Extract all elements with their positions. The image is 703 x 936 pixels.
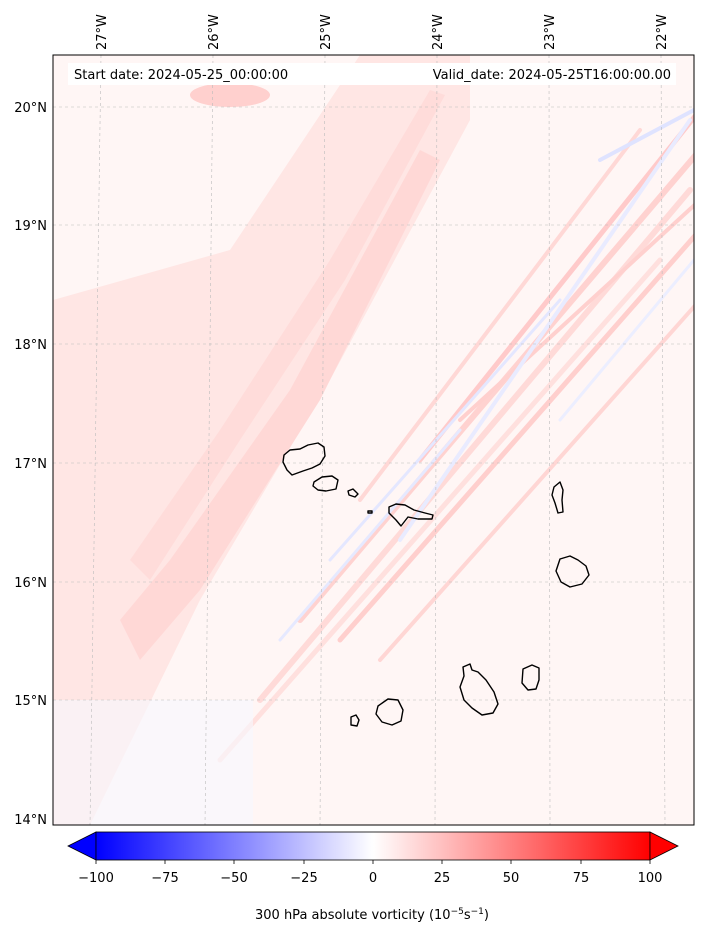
lon-label-26w: 26°W [207, 14, 222, 50]
lat-label-15n: 15°N [14, 694, 47, 709]
colorbar: −100 −75 −50 −25 0 25 50 75 100 300 hPa … [67, 831, 679, 923]
island-maio [521, 664, 540, 691]
lon-label-23w: 23°W [543, 14, 558, 50]
cb-tick-label: −50 [220, 871, 247, 886]
island-fogo [375, 698, 404, 726]
lat-label-16n: 16°N [14, 576, 47, 591]
island-santo-antao [282, 442, 326, 476]
colorbar-max-extend [649, 831, 679, 861]
island-sao-vicente [312, 475, 339, 492]
cb-tick-label: −100 [78, 871, 114, 886]
cb-tick-label: 0 [369, 871, 377, 886]
map-frame [52, 54, 695, 826]
colorbar-ticks [95, 860, 651, 864]
lat-label-20n: 20°N [14, 101, 47, 116]
lon-label-25w: 25°W [319, 14, 334, 50]
graticule [53, 54, 694, 826]
island-outlines [282, 442, 590, 727]
island-santa-luzia [347, 488, 359, 498]
lon-label-22w: 22°W [655, 14, 670, 50]
valid-date-label: Valid_date: 2024-05-25T16:00:00.00 [433, 68, 671, 83]
island-sao-nicolau [388, 503, 434, 527]
lat-label-19n: 19°N [14, 219, 47, 234]
cb-tick-label: 75 [573, 871, 590, 886]
lat-label-14n: 14°N [14, 813, 47, 828]
island-brava [350, 714, 360, 727]
map-panel: Start date: 2024-05-25_00:00:00 Valid_da… [14, 14, 695, 828]
island-sal [551, 481, 564, 514]
cb-tick-label: 100 [638, 871, 663, 886]
lat-label-17n: 17°N [14, 457, 47, 472]
date-banner [68, 63, 676, 85]
island-santiago [459, 663, 499, 716]
colorbar-min-extend [67, 831, 97, 861]
cb-tick-label: 50 [503, 871, 520, 886]
lon-label-27w: 27°W [95, 14, 110, 50]
cb-tick-label: 25 [434, 871, 451, 886]
longitude-labels: 27°W 26°W 25°W 24°W 23°W 22°W [95, 14, 670, 50]
island-branco [367, 510, 373, 514]
start-date-label: Start date: 2024-05-25_00:00:00 [74, 68, 288, 83]
island-boa-vista [555, 555, 590, 588]
lat-label-18n: 18°N [14, 338, 47, 353]
colorbar-label: 300 hPa absolute vorticity (10−5s−1) [255, 907, 489, 923]
cb-tick-label: −25 [290, 871, 317, 886]
lon-label-24w: 24°W [431, 14, 446, 50]
colorbar-gradient [95, 831, 651, 861]
latitude-labels: 20°N 19°N 18°N 17°N 16°N 15°N 14°N [14, 101, 47, 828]
vorticity-field [53, 55, 694, 825]
colorbar-tick-labels: −100 −75 −50 −25 0 25 50 75 100 [78, 871, 662, 886]
cb-tick-label: −75 [151, 871, 178, 886]
